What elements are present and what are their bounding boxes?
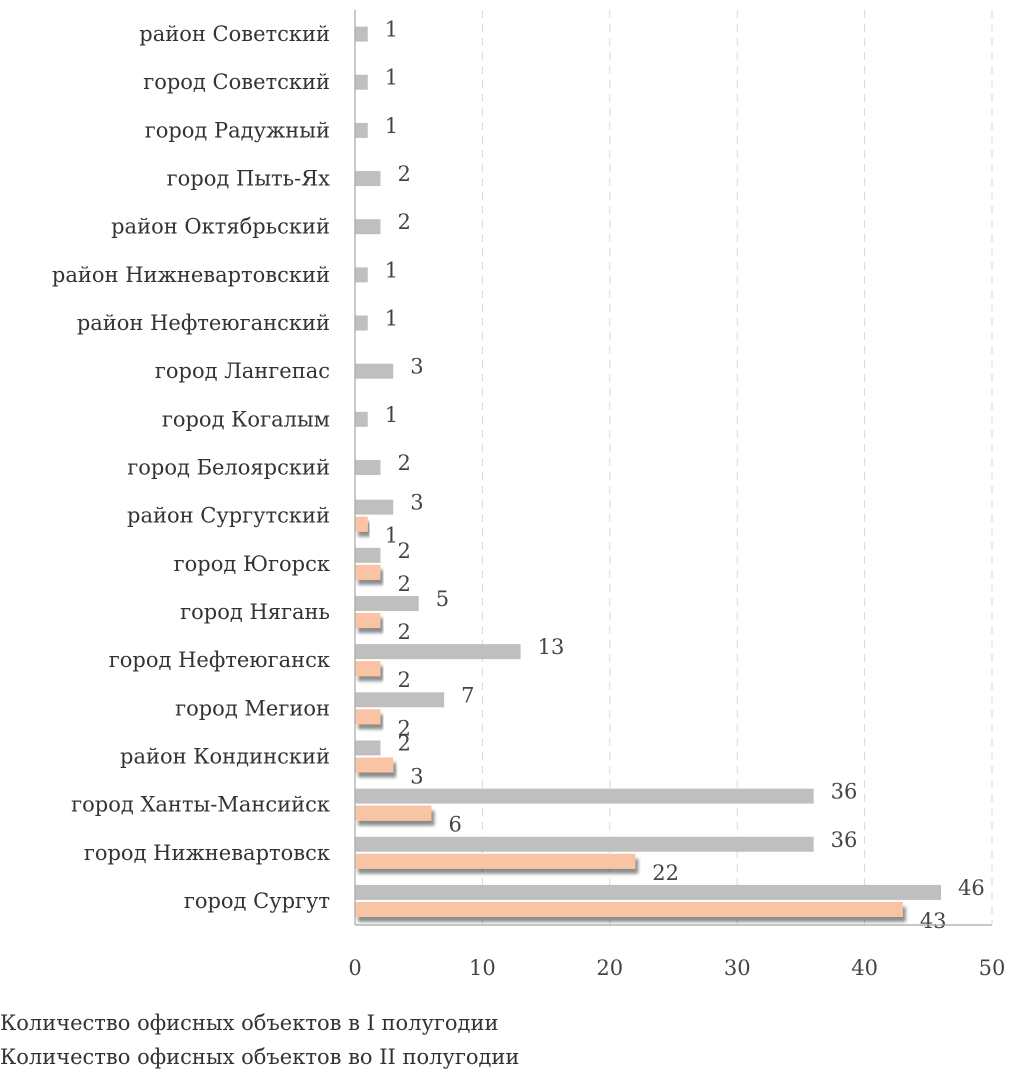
- bar-series-1: [355, 499, 394, 515]
- bar-series-1: [355, 547, 381, 563]
- bar-series-2: [355, 564, 381, 580]
- data-label-series-1: 1: [385, 403, 398, 427]
- x-tick-label: 50: [979, 956, 1006, 980]
- data-label-series-1: 36: [831, 780, 858, 804]
- category-label: город Белоярский: [127, 456, 330, 480]
- bars: [355, 26, 942, 917]
- bar-series-2: [355, 805, 432, 821]
- category-label: город Ханты-Мансийск: [71, 793, 330, 817]
- data-label-series-1: 5: [436, 587, 449, 611]
- data-label-series-1: 2: [397, 731, 410, 755]
- legend-series-2: Количество офисных объектов во II полуго…: [0, 1045, 520, 1069]
- category-label: район Кондинский: [120, 744, 330, 768]
- data-label-series-1: 46: [958, 876, 985, 900]
- category-label: город Нягань: [180, 600, 330, 624]
- category-label: город Радужный: [145, 118, 330, 142]
- data-label-series-2: 2: [397, 620, 410, 644]
- data-label-series-2: 3: [410, 764, 423, 788]
- x-tick-label: 0: [348, 956, 361, 980]
- data-label-series-1: 1: [385, 114, 398, 138]
- category-label: район Нижневартовский: [52, 263, 330, 287]
- bar-series-1: [355, 219, 381, 235]
- data-label-series-1: 2: [397, 451, 410, 475]
- data-label-series-2: 1: [385, 524, 398, 548]
- bar-series-1: [355, 171, 381, 187]
- category-labels: район Советский город Советский город Раду…: [52, 22, 330, 913]
- category-label: город Нефтеюганск: [109, 648, 330, 672]
- data-label-series-1: 2: [397, 539, 410, 563]
- data-label-series-2: 43: [920, 909, 947, 933]
- x-tick-label: 30: [724, 956, 751, 980]
- bar-series-2: [355, 612, 381, 628]
- category-label: город Сургут: [184, 889, 330, 913]
- category-label: район Октябрьский: [111, 215, 330, 239]
- bar-series-2: [355, 757, 394, 773]
- bar-series-1: [355, 644, 521, 660]
- bar-series-1: [355, 788, 814, 804]
- gridlines: [481, 10, 993, 925]
- data-label-series-2: 22: [652, 861, 679, 885]
- data-label-series-1: 1: [385, 66, 398, 90]
- bar-series-2: [355, 709, 381, 725]
- category-label: город Лангепас: [155, 359, 330, 383]
- data-label-series-1: 2: [397, 210, 410, 234]
- bar-series-1: [355, 267, 368, 283]
- legend: Количество офисных объектов в I полугоди…: [0, 1006, 519, 1074]
- data-label-series-2: 6: [448, 813, 461, 837]
- bar-series-1: [355, 122, 368, 138]
- data-label-series-1: 36: [831, 828, 858, 852]
- bar-series-1: [355, 692, 445, 708]
- category-label: город Когалым: [162, 407, 330, 431]
- bar-series-1: [355, 363, 394, 379]
- data-label-series-2: 2: [397, 716, 410, 740]
- bar-series-1: [355, 74, 368, 90]
- data-label-series-1: 13: [538, 635, 565, 659]
- legend-series-1: Количество офисных объектов в I полугоди…: [0, 1011, 499, 1035]
- category-label: район Нефтеюганский: [77, 311, 330, 335]
- x-tick-label: 10: [469, 956, 496, 980]
- data-label-series-1: 1: [385, 258, 398, 282]
- data-label-series-2: 2: [397, 572, 410, 596]
- bar-series-1: [355, 460, 381, 475]
- data-label-series-1: 3: [410, 355, 423, 379]
- data-label-series-1: 1: [385, 18, 398, 42]
- category-label: район Советский: [139, 22, 330, 46]
- category-label: город Мегион: [175, 696, 330, 720]
- category-label: город Нижневартовск: [84, 841, 330, 865]
- bar-series-1: [355, 836, 814, 852]
- x-tick-label: 40: [851, 956, 878, 980]
- bar-series-2: [355, 516, 368, 532]
- x-tick-label: 20: [596, 956, 623, 980]
- bar-series-1: [355, 884, 942, 900]
- category-label: город Югорск: [174, 552, 330, 576]
- bar-series-1: [355, 411, 368, 427]
- category-label: город Советский: [143, 70, 330, 94]
- bar-series-1: [355, 595, 419, 611]
- bar-series-2: [355, 901, 903, 917]
- data-label-series-1: 2: [397, 162, 410, 186]
- bar-series-2: [355, 661, 381, 677]
- data-label-series-1: 1: [385, 307, 398, 331]
- data-label-series-1: 7: [461, 683, 474, 707]
- bar-series-1: [355, 315, 368, 331]
- data-label-series-2: 2: [397, 668, 410, 692]
- category-label: район Сургутский: [127, 504, 330, 528]
- bar-series-1: [355, 26, 368, 42]
- category-label: город Пыть-Ях: [167, 167, 330, 191]
- bar-series-1: [355, 740, 381, 756]
- bar-series-2: [355, 853, 636, 869]
- x-tick-labels: 0 10 20 30 40 50: [348, 956, 1005, 980]
- data-label-series-1: 3: [410, 491, 423, 515]
